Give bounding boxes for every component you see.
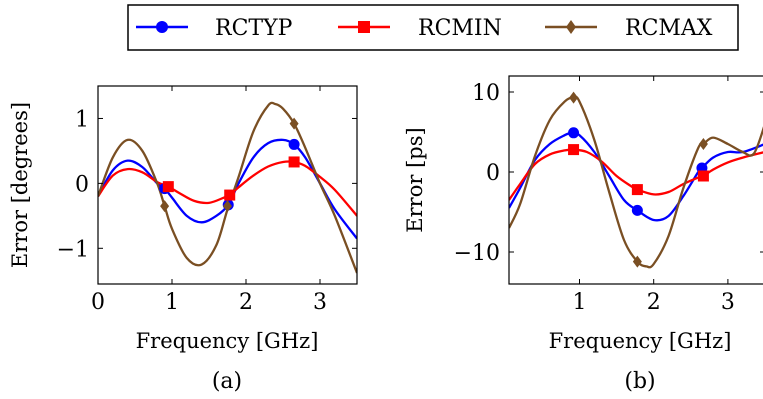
plot-a: 0 1 2 3 −1 0 1 Frequency [GHz] Error [degrees]… [8,85,358,394]
legend-label-rcmax: RCMAX [625,16,713,41]
legend-box [127,4,739,51]
marker-rctyp-b [568,127,580,139]
xtick-label-a: 3 [313,290,327,315]
marker-rcmax-b [569,91,579,104]
ytick-label-b: 10 [472,81,500,106]
marker-rctyp-a [288,138,300,150]
ytick-label-a: 1 [75,107,89,132]
ytick-label-b: 0 [486,161,500,186]
legend: RCTYP RCMIN RCMAX [127,4,739,51]
marker-rcmax-a [289,117,299,130]
marker-rcmin-b [631,184,643,196]
plot-b-caption: (b) [624,369,655,394]
legend-label-rcmin: RCMIN [418,16,502,41]
xtick-label-a: 2 [239,290,253,315]
ytick-label-b: −10 [454,241,500,266]
marker-rcmin-a [288,156,300,168]
marker-rcmin-b [697,170,709,182]
legend-entry-rcmax: RCMAX [545,16,713,41]
marker-rcmax-b [698,138,708,150]
plot-b-frame [508,75,763,285]
series-line-rcmax-b [509,95,763,269]
series-line-rctyp-b [509,131,763,222]
marker-rcmax-b [632,255,642,268]
legend-entry-rcmin: RCMIN [338,16,502,41]
ytick-label-a: −1 [57,237,89,262]
plot-a-series [98,101,357,274]
marker-rcmax-a [160,200,170,213]
xtick-label-b: 3 [721,290,735,315]
legend-label-rctyp: RCTYP [215,16,293,41]
xtick-label-a: 0 [91,290,105,315]
plot-a-caption: (a) [212,369,242,394]
plot-b-ticks: 1 2 3 −10 0 10 [454,76,763,315]
xtick-label-a: 1 [165,290,179,315]
marker-rcmin-a [224,189,236,201]
legend-entry-rctyp: RCTYP [136,16,293,41]
xtick-label-b: 2 [647,290,661,315]
marker-rctyp-b [631,204,643,216]
marker-rcmax-a [223,200,232,213]
plot-b-ylabel: Error [ps] [403,127,427,232]
series-line-rctyp-a [98,138,357,240]
xtick-label-b: 1 [572,290,586,315]
plot-a-ticks: 0 1 2 3 −1 0 1 [57,86,357,315]
plot-b-lines [509,95,763,269]
plot-a-lines [98,101,357,274]
legend-marker-rcmin [358,21,370,33]
ytick-label-a: 0 [75,172,89,197]
plot-a-ylabel: Error [degrees] [8,102,32,268]
marker-rcmin-b [568,144,580,156]
plot-b: 1 2 3 −10 0 10 Frequency [GHz] Error [ps] (b) [403,75,763,394]
marker-rcmin-a [162,181,174,193]
plot-b-series [509,91,763,269]
legend-marker-rcmax [566,20,576,34]
legend-marker-rctyp [156,21,168,33]
plot-a-frame [97,85,358,285]
plot-b-xlabel: Frequency [GHz] [549,329,732,353]
plot-a-xlabel: Frequency [GHz] [136,329,319,353]
series-line-rcmax-a [98,101,357,274]
